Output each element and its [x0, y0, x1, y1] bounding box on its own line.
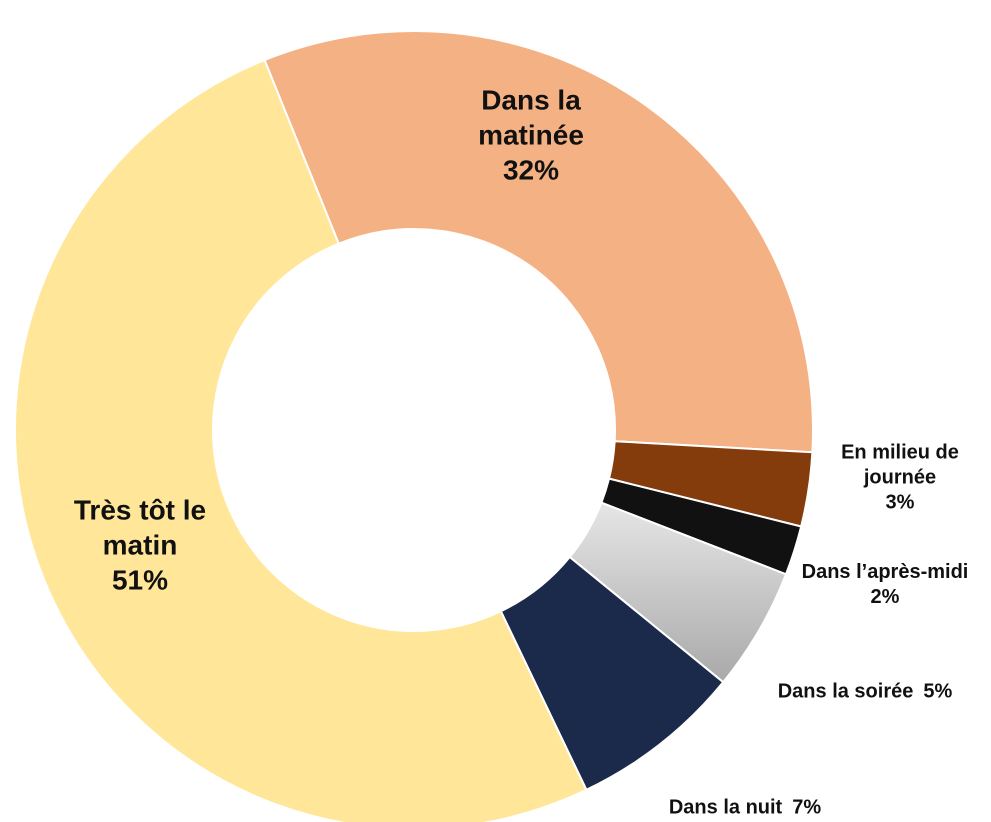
- category-label: Dans la soirée: [777, 680, 914, 703]
- category-label: Dans l’après-midi: [801, 561, 969, 583]
- category-label: En milieu de journée: [841, 441, 959, 489]
- value-label: 5%: [923, 680, 953, 703]
- slice-label: Dans la soirée 5%: [778, 680, 953, 705]
- category-label: Dans la matinée: [478, 84, 584, 151]
- value-label: 7%: [792, 796, 822, 819]
- slice-label: Dans la nuit 7%: [669, 796, 821, 821]
- donut-slice: [14, 58, 588, 822]
- donut-slice: [263, 30, 814, 454]
- slice-label: En milieu de journée 3%: [815, 441, 985, 516]
- slice-label: Très tôt le matin 51%: [40, 493, 240, 598]
- slice-label: Dans l’après-midi 2%: [795, 560, 975, 610]
- category-label: Dans la nuit: [668, 796, 783, 819]
- slice-label: Dans la matinée 32%: [431, 83, 631, 188]
- value-label: 2%: [870, 586, 900, 608]
- value-label: 51%: [111, 564, 169, 596]
- category-label: Très tôt le matin: [73, 494, 207, 561]
- value-label: 32%: [502, 154, 560, 186]
- value-label: 3%: [885, 491, 915, 514]
